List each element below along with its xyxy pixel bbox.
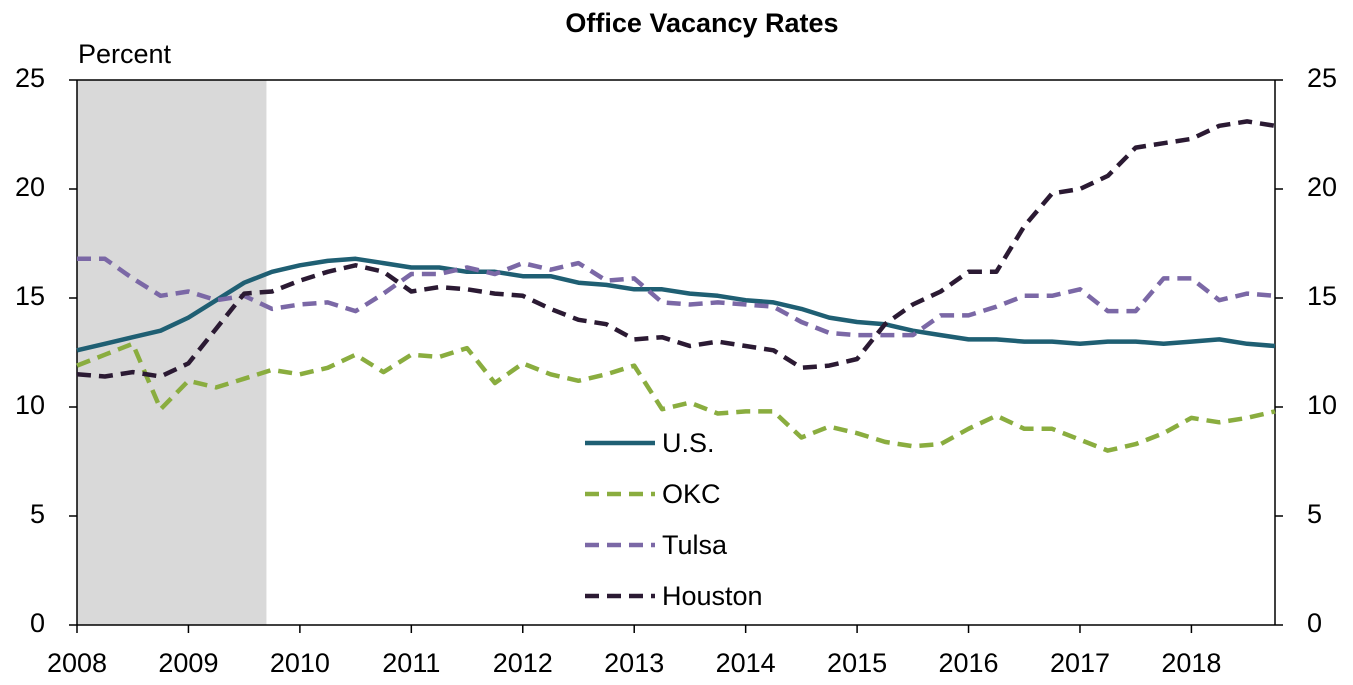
y-axis-label: Percent	[78, 39, 172, 69]
x-tick-label: 2008	[47, 648, 107, 678]
y2-tick-label: 5	[1307, 499, 1322, 529]
x-tick-label: 2010	[270, 648, 330, 678]
legend-label: Tulsa	[662, 530, 728, 560]
x-tick-label: 2011	[382, 648, 440, 678]
y-tick-label: 5	[30, 499, 45, 529]
y2-tick-label: 15	[1307, 281, 1337, 311]
y-tick-label: 20	[15, 172, 45, 202]
legend-label: U.S.	[662, 428, 715, 458]
y-tick-label: 25	[15, 63, 45, 93]
series-line	[76, 341, 1276, 453]
y-tick-label: 0	[30, 608, 45, 638]
x-tick-label: 2015	[827, 648, 887, 678]
x-tick-label: 2016	[938, 648, 998, 678]
y2-tick-label: 20	[1307, 172, 1337, 202]
legend-label: Houston	[662, 581, 763, 611]
x-tick-label: 2012	[493, 648, 553, 678]
y2-tick-label: 25	[1307, 63, 1337, 93]
x-tick-label: 2017	[1050, 648, 1110, 678]
series-line	[76, 256, 1276, 353]
x-tick-label: 2014	[716, 648, 776, 678]
chart-title: Office Vacancy Rates	[565, 8, 838, 38]
y-tick-label: 15	[15, 281, 45, 311]
series-line	[77, 256, 1276, 338]
y-tick-label: 10	[15, 390, 45, 420]
x-tick-label: 2013	[604, 648, 664, 678]
legend-label: OKC	[662, 479, 721, 509]
y2-tick-label: 10	[1307, 390, 1337, 420]
y2-tick-label: 0	[1307, 608, 1322, 638]
x-tick-label: 2009	[158, 648, 218, 678]
x-tick-label: 2018	[1161, 648, 1221, 678]
